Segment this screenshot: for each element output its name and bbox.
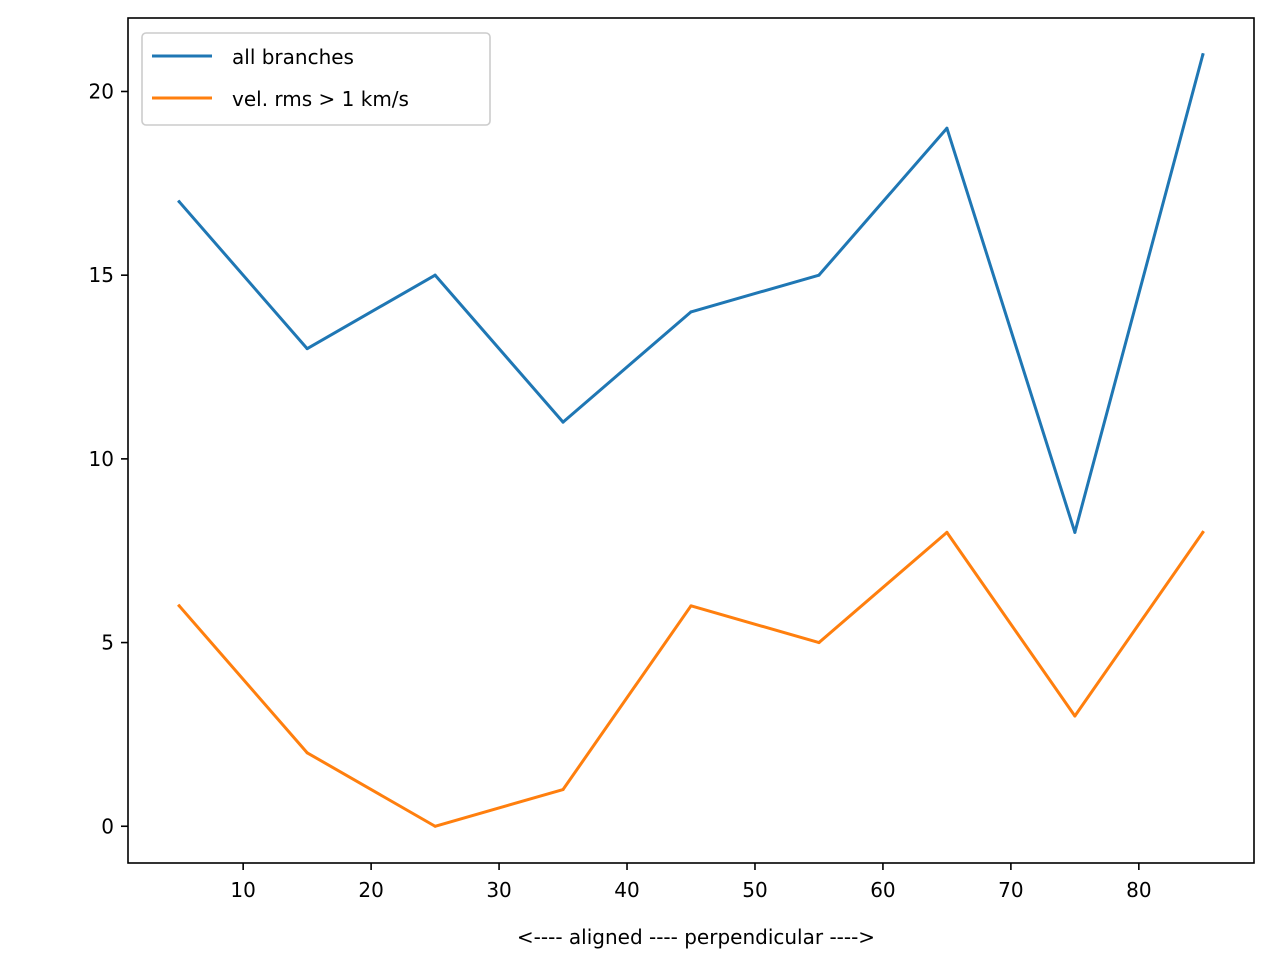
- y-tick-label: 10: [89, 447, 114, 471]
- series-2-point: [1073, 714, 1077, 718]
- y-tick-label: 0: [101, 814, 114, 838]
- legend-box: [141, 32, 491, 126]
- x-tick-label: 20: [358, 878, 383, 902]
- x-axis-label: <---- aligned ---- perpendicular ---->: [517, 925, 875, 949]
- series-2-point: [561, 788, 565, 792]
- y-tick-label: 20: [89, 79, 114, 103]
- series-1-point: [561, 420, 565, 424]
- series-2-point: [177, 604, 181, 608]
- legend-label-all-branches: all branches: [232, 45, 354, 69]
- series-1-point: [945, 126, 949, 130]
- series-1-point: [305, 347, 309, 351]
- series-1-point: [689, 310, 693, 314]
- y-axis-ticks: 0 5 10 15 20: [89, 79, 128, 838]
- x-tick-label: 10: [230, 878, 255, 902]
- y-tick-label: 15: [89, 263, 114, 287]
- legend: all branches vel. rms > 1 km/s: [141, 32, 491, 126]
- x-tick-label: 80: [1126, 878, 1151, 902]
- series-1-point: [433, 273, 437, 277]
- legend-label-vel-rms: vel. rms > 1 km/s: [232, 87, 409, 111]
- x-axis-ticks: 10 20 30 40 50 60 70 80: [230, 863, 1152, 902]
- series-2-point: [945, 530, 949, 534]
- plot-frame: [127, 17, 1255, 864]
- x-tick-label: 30: [486, 878, 511, 902]
- series-1-point: [177, 200, 181, 204]
- series-2-point: [433, 824, 437, 828]
- series-1-point: [1201, 53, 1205, 57]
- series-2-point: [689, 604, 693, 608]
- series-2-point: [817, 641, 821, 645]
- x-tick-label: 50: [742, 878, 767, 902]
- x-tick-label: 60: [870, 878, 895, 902]
- x-tick-label: 70: [998, 878, 1023, 902]
- series-1-point: [1073, 530, 1077, 534]
- series-1-point: [817, 273, 821, 277]
- y-tick-label: 5: [101, 631, 114, 655]
- series-2-point: [1201, 530, 1205, 534]
- series-2-point: [305, 751, 309, 755]
- x-tick-label: 40: [614, 878, 639, 902]
- series-layer: [177, 52, 1205, 828]
